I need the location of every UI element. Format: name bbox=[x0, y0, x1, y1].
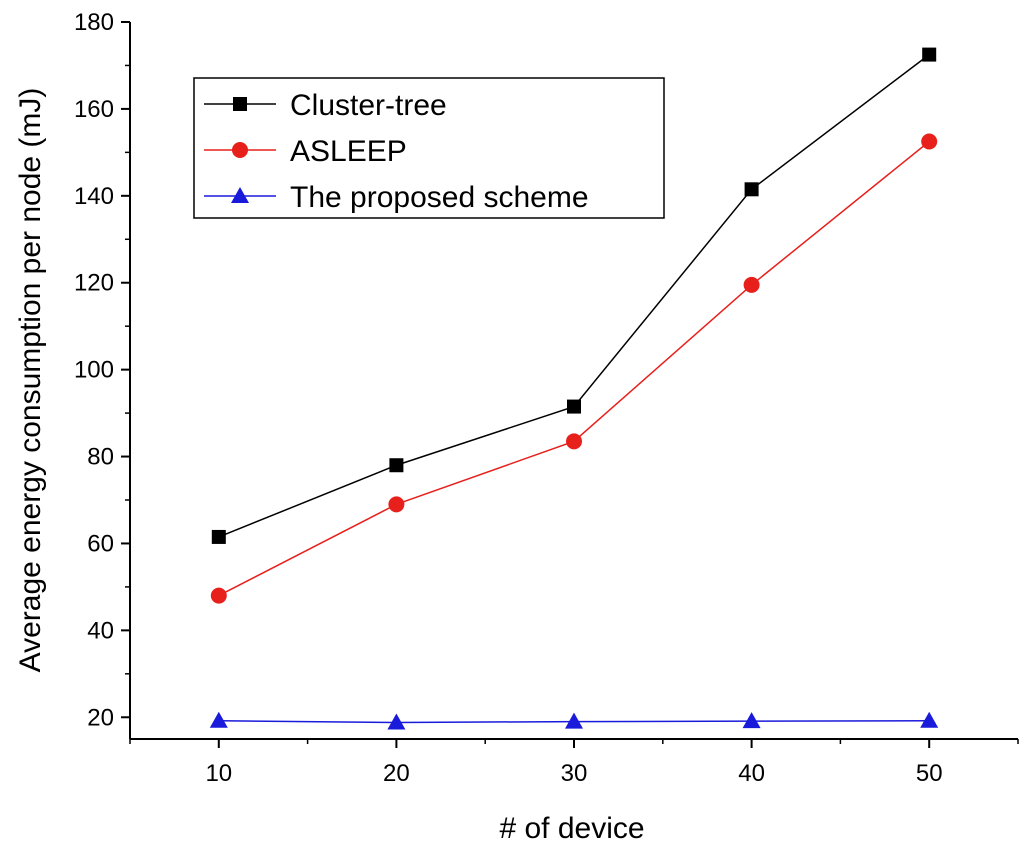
legend-marker-the-proposed-scheme bbox=[231, 187, 249, 203]
data-point-cluster-tree bbox=[922, 47, 937, 62]
data-point-cluster-tree bbox=[211, 529, 226, 544]
data-point-the-proposed-scheme bbox=[742, 712, 761, 729]
x-tick-label: 20 bbox=[383, 760, 410, 787]
y-tick-label: 100 bbox=[74, 357, 114, 384]
legend-label-the-proposed-scheme: The proposed scheme bbox=[290, 181, 589, 214]
data-point-asleep bbox=[921, 133, 938, 150]
data-point-cluster-tree bbox=[389, 458, 404, 473]
y-tick-label: 80 bbox=[87, 444, 114, 471]
x-tick-label: 10 bbox=[205, 760, 232, 787]
x-tick-label: 30 bbox=[561, 760, 588, 787]
y-tick-label: 40 bbox=[87, 617, 114, 644]
series-layer bbox=[209, 47, 939, 730]
data-point-asleep bbox=[388, 496, 405, 513]
data-point-the-proposed-scheme bbox=[387, 713, 406, 730]
y-tick-label: 60 bbox=[87, 530, 114, 557]
x-tick-label: 40 bbox=[738, 760, 765, 787]
y-tick-label: 160 bbox=[74, 96, 114, 123]
legend-label-asleep: ASLEEP bbox=[290, 135, 407, 168]
data-point-the-proposed-scheme bbox=[920, 711, 939, 728]
data-point-asleep bbox=[566, 433, 582, 450]
y-axis-title: Average energy consumption per node (mJ) bbox=[14, 88, 47, 673]
legend: Cluster-tree ASLEEP The proposed scheme bbox=[193, 77, 665, 219]
y-tick-label: 180 bbox=[74, 9, 114, 36]
data-point-asleep bbox=[743, 276, 760, 293]
y-tick-label: 20 bbox=[87, 704, 114, 731]
legend-marker-cluster-tree bbox=[233, 97, 247, 111]
data-point-asleep bbox=[210, 587, 227, 604]
data-point-cluster-tree bbox=[744, 182, 759, 197]
legend-box bbox=[193, 77, 665, 219]
data-point-the-proposed-scheme bbox=[565, 712, 583, 729]
x-tick-label: 50 bbox=[916, 760, 943, 787]
x-axis-title: # of device bbox=[499, 812, 644, 845]
y-axis-ticks: 20 40 60 80 100 120 140 160 180 bbox=[74, 9, 130, 731]
y-tick-label: 140 bbox=[74, 183, 114, 210]
legend-marker-asleep bbox=[232, 142, 248, 158]
y-tick-label: 120 bbox=[74, 270, 114, 297]
legend-label-cluster-tree: Cluster-tree bbox=[290, 89, 447, 122]
data-point-cluster-tree bbox=[567, 399, 581, 414]
x-axis-ticks: 10 20 30 40 50 bbox=[129, 739, 1019, 787]
data-point-the-proposed-scheme bbox=[209, 711, 228, 728]
